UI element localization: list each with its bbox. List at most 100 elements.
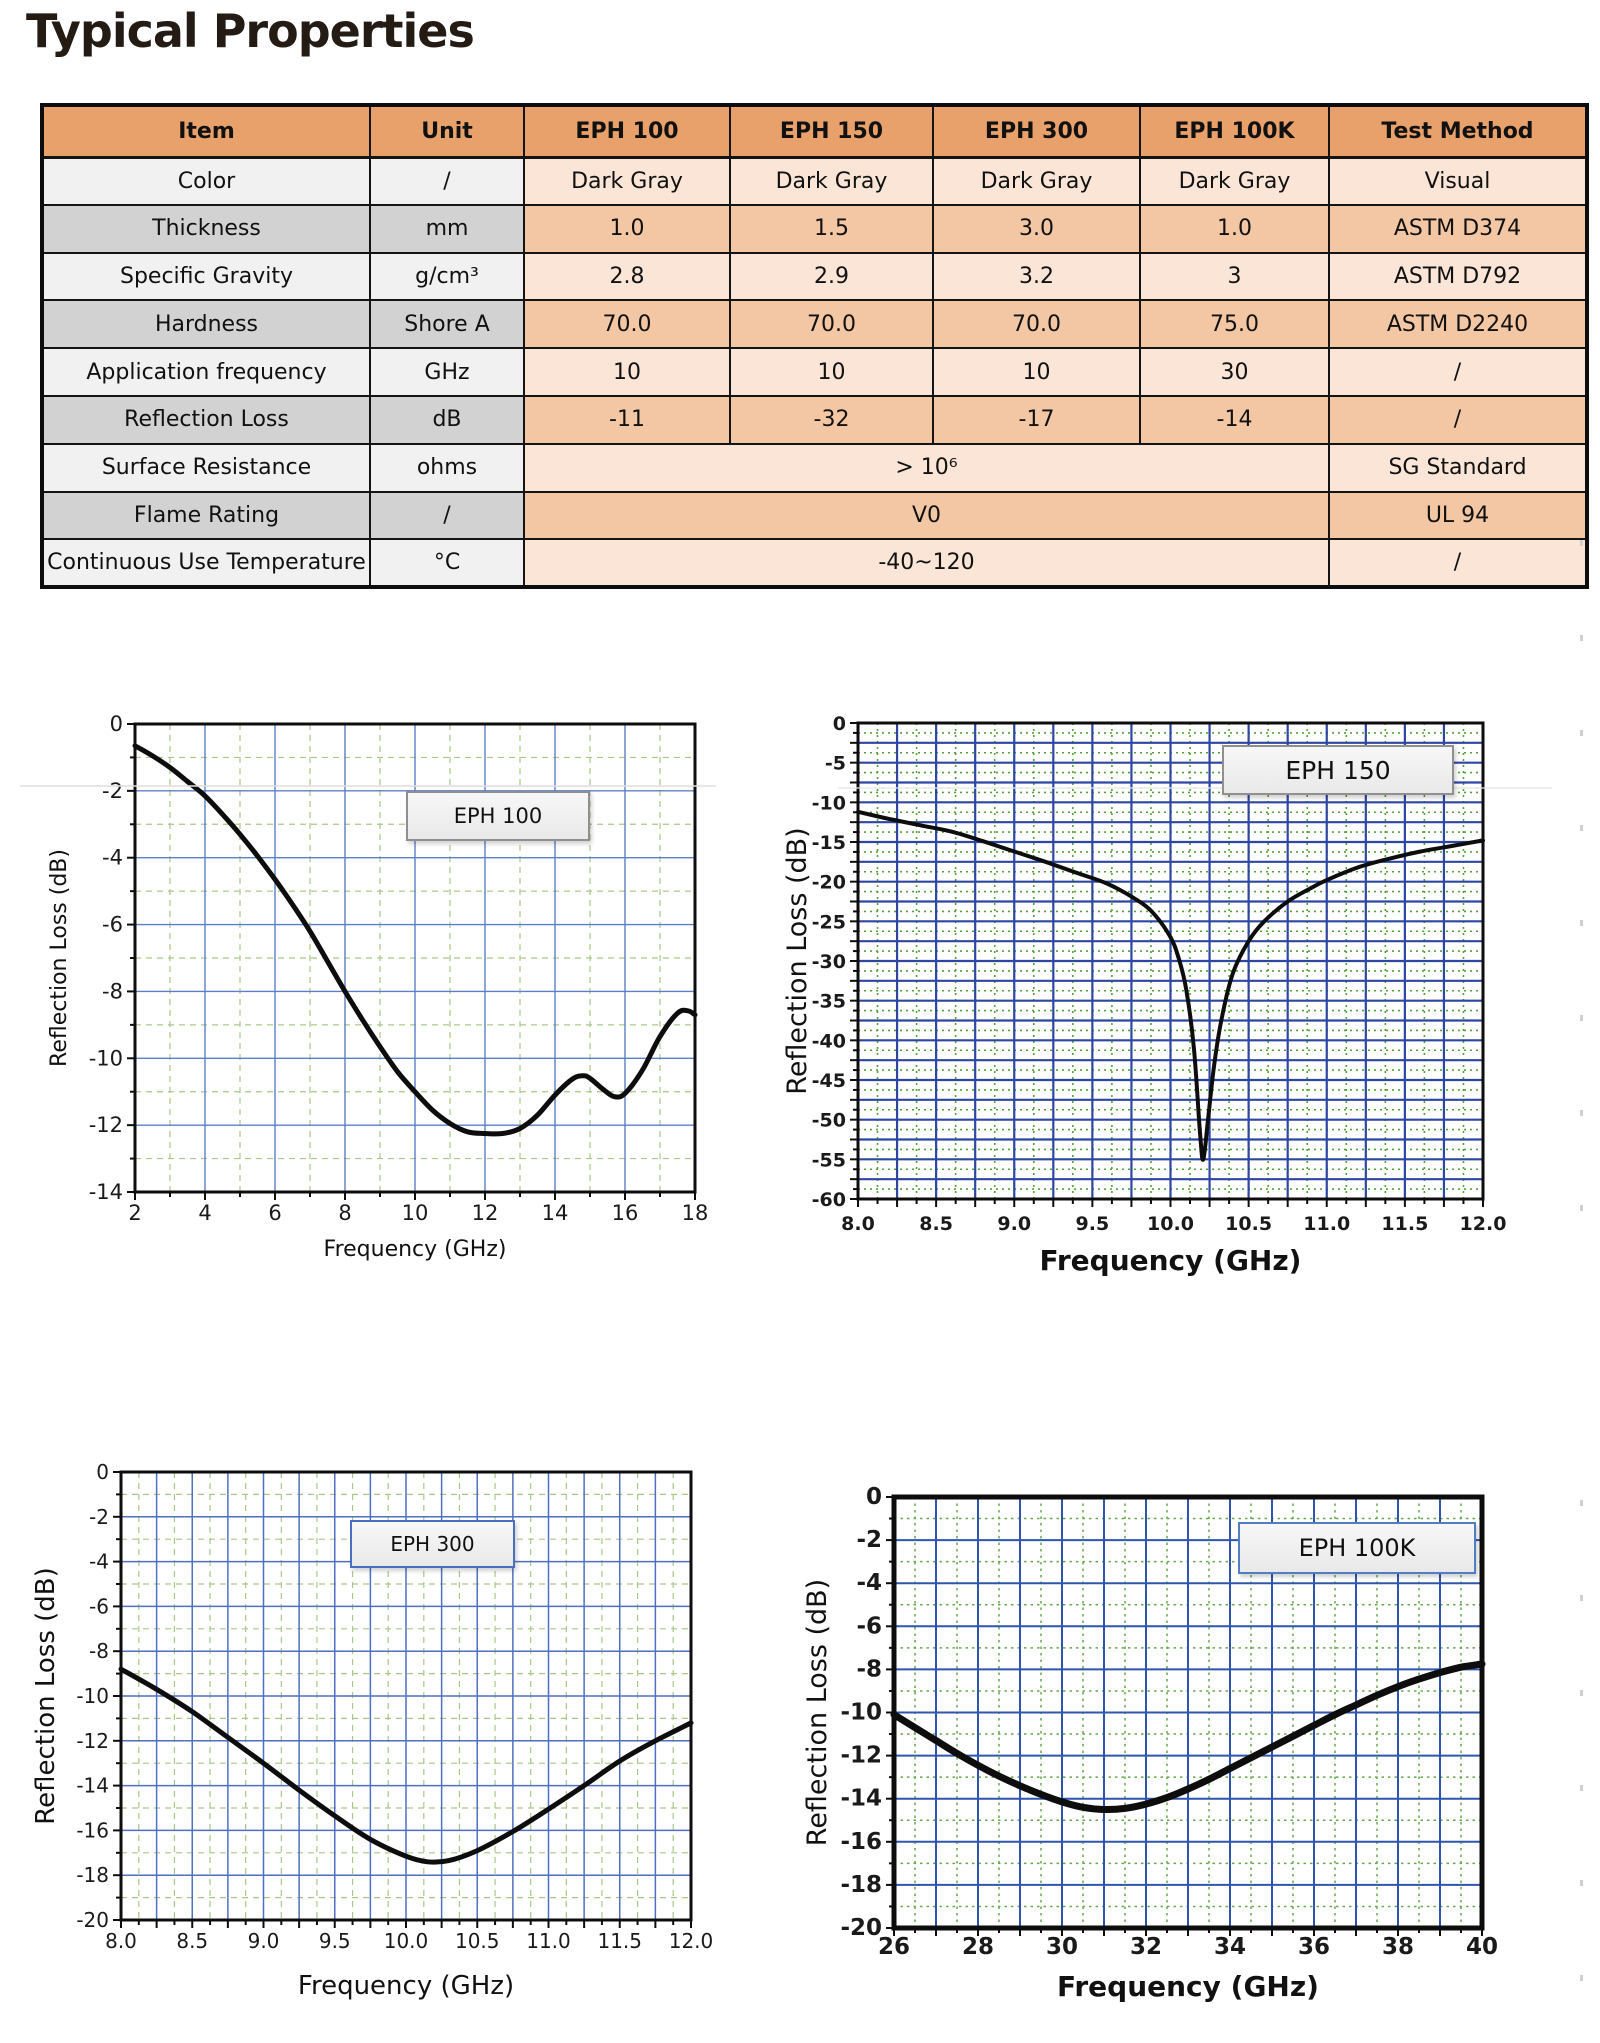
page-title: Typical Properties	[26, 4, 475, 58]
y-tick-label: -10	[89, 1046, 123, 1070]
column-header-eph-300: EPH 300	[932, 104, 1141, 159]
chart-eph150: 8.0 8.5 9.0 9.5 10.0 10.5 11.0 11.5 12.0 0 -5 -10 -1…	[782, 713, 1506, 1277]
row-value: -14	[1139, 394, 1330, 445]
row-value: Dark Gray	[523, 156, 731, 206]
x-tick-label: 14	[542, 1201, 569, 1225]
row-label: Reflection Loss	[41, 394, 371, 445]
y-tick-label: -8	[89, 1639, 109, 1663]
row-unit: dB	[369, 394, 525, 445]
edge-artifact-mark	[1580, 730, 1583, 736]
y-tick-label: -20	[840, 1915, 882, 1941]
y-tick-label: -30	[812, 951, 846, 973]
table-row-flame-rating: Flame Rating / V0 UL 94	[41, 490, 1588, 541]
row-value: 2.9	[729, 251, 934, 302]
x-axis-title: Frequency (GHz)	[324, 1237, 507, 1262]
table-row-hardness: Hardness Shore A 70.0 70.0 70.0 75.0 ASTM D224…	[41, 299, 1588, 350]
row-value: 1.0	[523, 203, 731, 254]
row-test-method: ASTM D374	[1328, 203, 1588, 254]
x-tick-label: 11.5	[597, 1929, 642, 1953]
x-tick-label: 38	[1382, 1934, 1414, 1960]
y-tick-label: -4	[102, 846, 123, 870]
x-tick-label: 8	[338, 1201, 351, 1225]
row-test-method: ASTM D792	[1328, 251, 1588, 302]
x-tick-label: 34	[1214, 1934, 1246, 1960]
row-value: 3.0	[932, 203, 1141, 254]
x-axis-title: Frequency (GHz)	[1040, 1244, 1302, 1277]
x-tick-label: 4	[198, 1201, 211, 1225]
x-tick-label: 40	[1466, 1934, 1498, 1960]
row-value: 70.0	[523, 299, 731, 350]
row-test-method: Visual	[1328, 156, 1588, 206]
y-tick-label: 0	[110, 712, 123, 736]
y-tick-label: -6	[856, 1613, 882, 1639]
legend-eph300: EPH 300	[350, 1520, 515, 1568]
row-value: 3.2	[932, 251, 1141, 302]
edge-artifact-mark	[1580, 1205, 1583, 1211]
row-value: 30	[1139, 347, 1330, 397]
x-tick-label: 8.5	[176, 1929, 208, 1953]
typical-properties-table: Item Unit EPH 100 EPH 150 EPH 300 EPH 100K Tes…	[40, 103, 1589, 590]
row-merged-value: -40~120	[523, 538, 1330, 589]
y-tick-label: -60	[812, 1189, 846, 1211]
x-tick-label: 18	[682, 1201, 709, 1225]
y-tick-label: -4	[856, 1570, 882, 1596]
row-test-method: /	[1328, 347, 1588, 397]
y-axis-title: Reflection Loss (dB)	[802, 1579, 833, 1846]
y-tick-label: -16	[840, 1829, 882, 1855]
x-tick-label: 11.0	[1303, 1213, 1350, 1235]
edge-artifact-mark	[1580, 920, 1583, 926]
column-header-eph-100k: EPH 100K	[1139, 104, 1330, 159]
row-label: Surface Resistance	[41, 442, 371, 493]
row-test-method: UL 94	[1328, 490, 1588, 541]
edge-artifact-mark	[1580, 1690, 1583, 1696]
row-value: 1.5	[729, 203, 934, 254]
row-unit: Shore A	[369, 299, 525, 350]
x-tick-label: 10.0	[384, 1929, 429, 1953]
table-row-reflection-loss: Reflection Loss dB -11 -32 -17 -14/	[41, 394, 1588, 445]
x-tick-label: 28	[962, 1934, 994, 1960]
y-tick-label: -14	[89, 1180, 123, 1204]
y-tick-label: -45	[812, 1070, 846, 1092]
y-axis-title: Reflection Loss (dB)	[31, 1567, 61, 1825]
y-tick-label: -6	[102, 913, 123, 937]
row-merged-value: > 10⁶	[523, 442, 1330, 493]
y-tick-label: -20	[76, 1908, 109, 1932]
x-tick-label: 8.0	[841, 1213, 875, 1235]
y-tick-label: -10	[76, 1684, 109, 1708]
row-unit: /	[369, 156, 525, 206]
row-value: Dark Gray	[932, 156, 1141, 206]
row-label: Hardness	[41, 299, 371, 350]
row-value: 70.0	[932, 299, 1141, 350]
y-tick-label: -12	[840, 1743, 882, 1769]
table-row-specific-gravity: Specific Gravity g/cm³ 2.8 2.9 3.2 3 ASTM D792	[41, 251, 1588, 302]
y-tick-label: -12	[89, 1113, 123, 1137]
x-tick-label: 10.5	[455, 1929, 500, 1953]
y-tick-label: -14	[76, 1774, 109, 1798]
x-tick-label: 11.0	[526, 1929, 571, 1953]
row-value: -11	[523, 394, 731, 445]
row-unit: GHz	[369, 347, 525, 397]
y-axis-title: Reflection Loss (dB)	[47, 849, 72, 1067]
y-tick-label: -8	[856, 1656, 882, 1682]
y-tick-label: -2	[89, 1505, 109, 1529]
row-label: Color	[41, 156, 371, 206]
x-tick-label: 10	[402, 1201, 429, 1225]
y-tick-label: -16	[76, 1818, 109, 1842]
column-header-test-method: Test Method	[1328, 104, 1588, 159]
y-tick-label: -18	[76, 1863, 109, 1887]
row-value: 3	[1139, 251, 1330, 302]
row-label: Application frequency	[41, 347, 371, 397]
row-value: 10	[932, 347, 1141, 397]
edge-artifact-mark	[1580, 1110, 1583, 1116]
row-label: Continuous Use Temperature	[41, 538, 371, 589]
column-header-eph-100: EPH 100	[523, 104, 731, 159]
row-value: -32	[729, 394, 934, 445]
x-tick-label: 8.0	[105, 1929, 137, 1953]
legend-eph150: EPH 150	[1222, 745, 1454, 795]
x-tick-label: 10.0	[1147, 1213, 1194, 1235]
row-value: Dark Gray	[1139, 156, 1330, 206]
row-label: Thickness	[41, 203, 371, 254]
x-tick-label: 26	[878, 1934, 910, 1960]
x-tick-label: 9.0	[248, 1929, 280, 1953]
